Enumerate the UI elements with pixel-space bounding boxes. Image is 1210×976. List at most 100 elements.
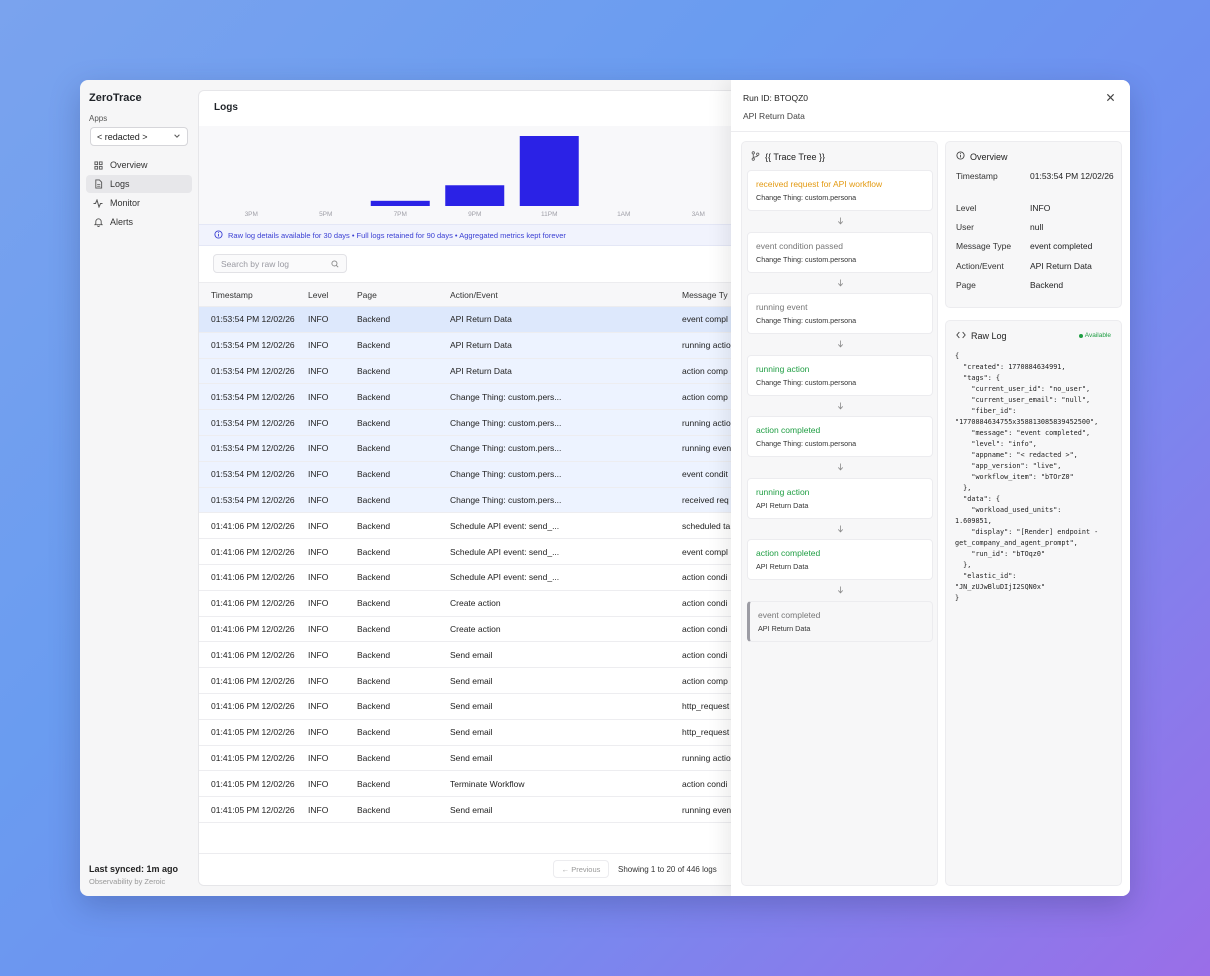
cell-message-type: http_request: [682, 701, 730, 712]
cell-message-type: running actio: [682, 417, 731, 428]
cell-level: INFO: [308, 417, 329, 428]
app-select[interactable]: < redacted >: [90, 127, 188, 146]
cell-level: INFO: [308, 314, 329, 325]
table-row[interactable]: 01:41:06 PM 12/02/26 INFO Backend Create ac…: [199, 591, 737, 617]
table-row[interactable]: 01:41:06 PM 12/02/26 INFO Backend Send emai…: [199, 668, 737, 694]
trace-step[interactable]: running action Change Thing: custom.perso…: [747, 354, 933, 396]
trace-step[interactable]: action completed API Return Data: [747, 539, 933, 580]
table-row[interactable]: 01:53:54 PM 12/02/26 INFO Backend Change Th…: [199, 435, 737, 462]
column-header-timestamp[interactable]: Timestamp: [211, 289, 253, 300]
grid-icon: [93, 160, 103, 170]
run-id: Run ID: BTOQZ0: [743, 93, 809, 103]
cell-level: INFO: [308, 572, 329, 583]
chart-bar-7pm[interactable]: [370, 200, 430, 206]
trace-step-title: received request for API workflow: [756, 179, 883, 189]
cell-page: Backend: [357, 804, 391, 815]
table-row[interactable]: 01:41:06 PM 12/02/26 INFO Backend Schedule …: [199, 513, 737, 540]
pagination-summary: Showing 1 to 20 of 446 logs: [618, 865, 717, 874]
arrow-down-icon: [747, 273, 933, 294]
trace-step[interactable]: event condition passed Change Thing: cust…: [747, 231, 933, 273]
file-icon: [93, 179, 103, 189]
last-synced: Last synced: 1m ago: [89, 864, 179, 874]
cell-level: INFO: [308, 778, 329, 789]
cell-action-event: Change Thing: custom.pers...: [450, 443, 562, 454]
cell-action-event: Change Thing: custom.pers...: [450, 469, 562, 480]
chart-bar-11pm[interactable]: [519, 136, 579, 206]
close-button[interactable]: [1104, 92, 1116, 104]
table-row[interactable]: 01:41:06 PM 12/02/26 INFO Backend Schedule …: [199, 539, 737, 565]
sidebar-item-logs[interactable]: Logs: [86, 175, 192, 193]
chart-tick-label: 3AM: [692, 211, 705, 218]
cell-message-type: action condi: [682, 649, 728, 660]
cell-action-event: Send email: [450, 675, 493, 686]
cell-level: INFO: [308, 752, 329, 763]
previous-page-button[interactable]: ← Previous: [553, 860, 609, 878]
cell-action-event: Create action: [450, 598, 501, 609]
sidebar-item-monitor[interactable]: Monitor: [86, 194, 192, 212]
sidebar-item-overview[interactable]: Overview: [86, 156, 192, 174]
cell-timestamp: 01:41:06 PM 12/02/26: [211, 598, 295, 609]
table-row[interactable]: 01:53:54 PM 12/02/26 INFO Backend API Retur…: [199, 358, 737, 385]
cell-timestamp: 01:41:05 PM 12/02/26: [211, 727, 295, 738]
cell-timestamp: 01:41:06 PM 12/02/26: [211, 572, 295, 583]
arrow-down-icon: [747, 457, 933, 478]
arrow-down-icon: [747, 211, 933, 232]
cell-page: Backend: [357, 727, 391, 738]
trace-step[interactable]: event completed API Return Data: [747, 600, 933, 642]
close-icon: [1106, 91, 1115, 105]
cell-action-event: Change Thing: custom.pers...: [450, 417, 562, 428]
cell-message-type: event compl: [682, 546, 728, 557]
table-row[interactable]: 01:41:05 PM 12/02/26 INFO Backend Terminate…: [199, 771, 737, 798]
cell-page: Backend: [357, 752, 391, 763]
detail-header: Run ID: BTOQZ0 API Return Data: [731, 80, 1130, 132]
column-header-page[interactable]: Page: [357, 289, 377, 300]
table-row[interactable]: 01:53:54 PM 12/02/26 INFO Backend API Retur…: [199, 332, 737, 359]
trace-step[interactable]: running event Change Thing: custom.person…: [747, 293, 933, 334]
column-header-level[interactable]: Level: [308, 289, 329, 300]
cell-timestamp: 01:53:54 PM 12/02/26: [211, 417, 295, 428]
cell-message-type: action comp: [682, 391, 728, 402]
table-row[interactable]: 01:41:05 PM 12/02/26 INFO Backend Send emai…: [199, 797, 737, 823]
table-row[interactable]: 01:53:54 PM 12/02/26 INFO Backend Change Th…: [199, 487, 737, 514]
app-window: ZeroTrace Apps < redacted > Overview Log…: [80, 80, 1130, 896]
trace-step-title: event completed: [758, 609, 821, 620]
trace-step-title: running event: [756, 302, 808, 312]
trace-step-title: running action: [756, 363, 810, 374]
trace-step[interactable]: received request for API workflow Change …: [747, 170, 933, 211]
sidebar-item-alerts[interactable]: Alerts: [86, 213, 192, 231]
cell-level: INFO: [308, 804, 329, 815]
search-icon[interactable]: [331, 255, 339, 273]
cell-action-event: Send email: [450, 649, 493, 660]
table-row[interactable]: 01:41:06 PM 12/02/26 INFO Backend Send emai…: [199, 642, 737, 669]
cell-page: Backend: [357, 314, 391, 325]
table-row[interactable]: 01:41:06 PM 12/02/26 INFO Backend Schedule …: [199, 565, 737, 591]
chart-bar-9pm[interactable]: [445, 185, 505, 206]
trace-step[interactable]: action completed Change Thing: custom.per…: [747, 416, 933, 457]
cell-action-event: Schedule API event: send_...: [450, 546, 560, 557]
trace-step-subtitle: Change Thing: custom.persona: [756, 377, 857, 387]
table-row[interactable]: 01:41:05 PM 12/02/26 INFO Backend Send emai…: [199, 746, 737, 772]
chart-tick-label: 3PM: [245, 211, 258, 218]
table-row[interactable]: 01:53:54 PM 12/02/26 INFO Backend Change Th…: [199, 410, 737, 436]
arrow-down-icon: [747, 396, 933, 417]
overview-label: Message Type: [956, 241, 1012, 251]
table-row[interactable]: 01:41:05 PM 12/02/26 INFO Backend Send emai…: [199, 720, 737, 746]
cell-message-type: event condit: [682, 469, 728, 480]
cell-level: INFO: [308, 701, 329, 712]
column-header-action-event[interactable]: Action/Event: [450, 289, 498, 300]
trace-step[interactable]: running action API Return Data: [747, 477, 933, 519]
table-row[interactable]: 01:41:06 PM 12/02/26 INFO Backend Create ac…: [199, 617, 737, 643]
cell-timestamp: 01:41:06 PM 12/02/26: [211, 675, 295, 686]
table-row[interactable]: 01:53:54 PM 12/02/26 INFO Backend Change Th…: [199, 461, 737, 488]
sidebar-nav: Overview Logs Monitor Alerts: [86, 156, 192, 231]
cell-level: INFO: [308, 391, 329, 402]
cell-level: INFO: [308, 443, 329, 454]
table-row[interactable]: 01:53:54 PM 12/02/26 INFO Backend Change Th…: [199, 384, 737, 411]
column-header-message-type[interactable]: Message Ty: [682, 289, 728, 300]
cell-action-event: API Return Data: [450, 314, 512, 325]
available-badge: Available: [1078, 332, 1111, 339]
cell-timestamp: 01:41:06 PM 12/02/26: [211, 649, 295, 660]
search-input[interactable]: [221, 258, 326, 269]
table-row[interactable]: 01:41:06 PM 12/02/26 INFO Backend Send emai…: [199, 694, 737, 720]
table-row[interactable]: 01:53:54 PM 12/02/26 INFO Backend API Retur…: [199, 307, 737, 333]
